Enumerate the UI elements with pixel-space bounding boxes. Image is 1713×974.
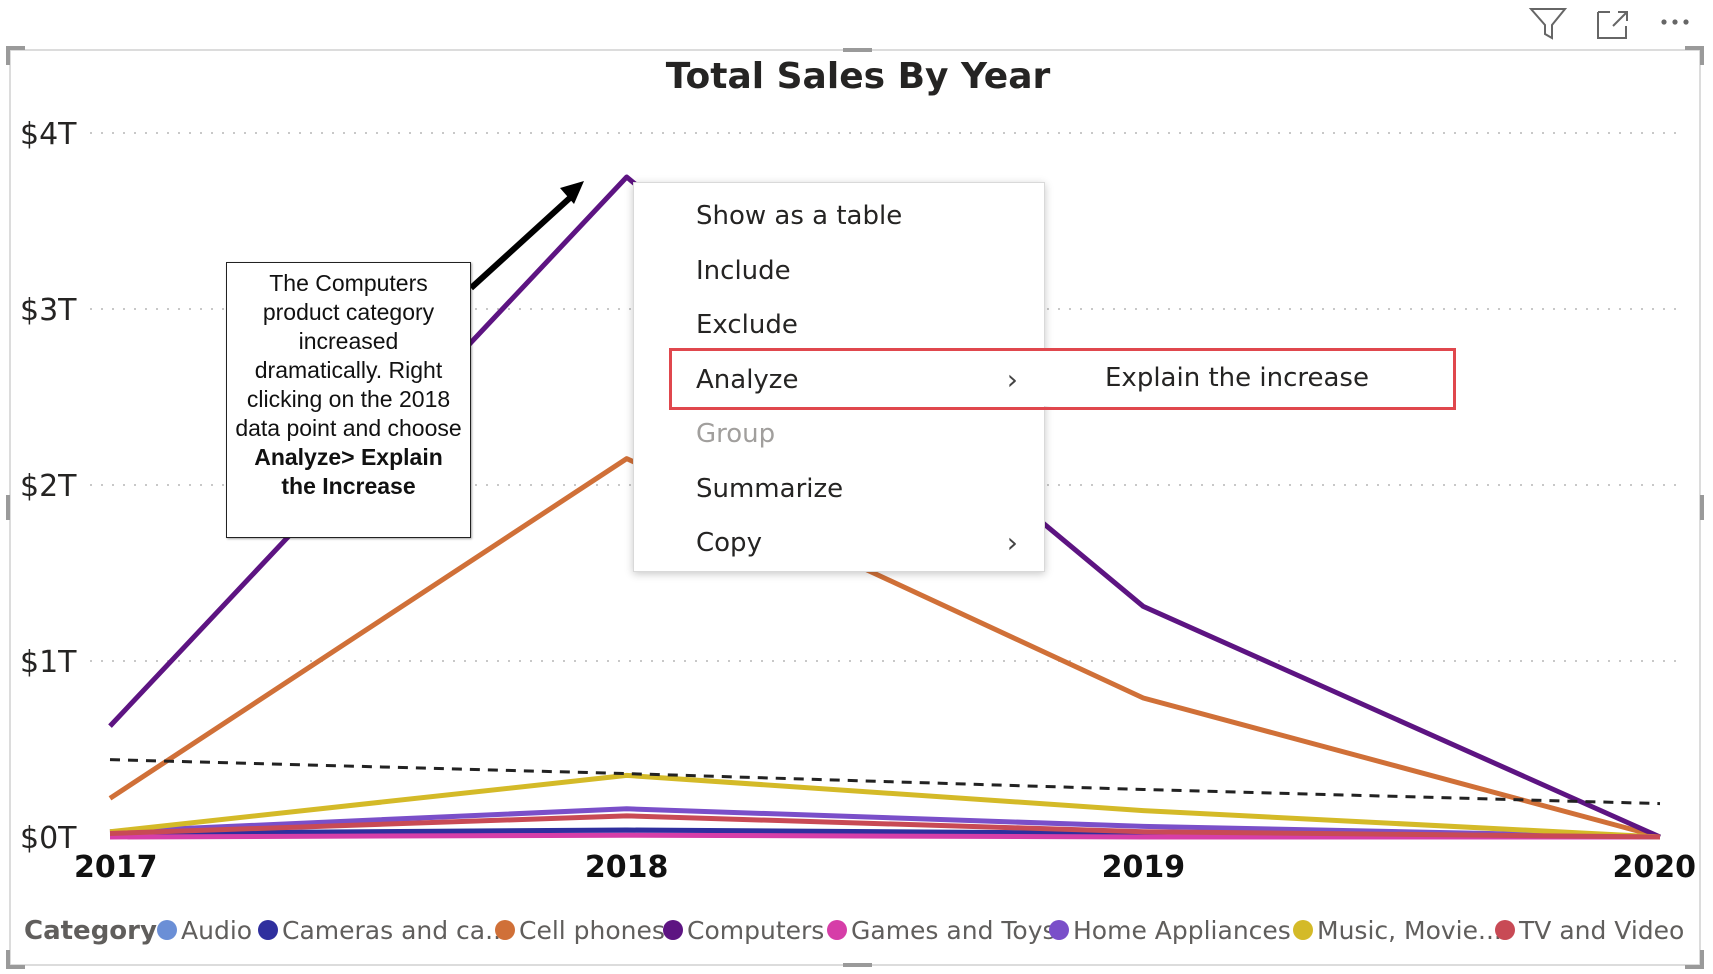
legend-item[interactable]: Home Appliances: [1073, 916, 1291, 945]
explain-increase-item[interactable]: Explain the increase: [1105, 363, 1369, 393]
menu-item-label: Exclude: [696, 310, 798, 340]
legend-item[interactable]: Games and Toys: [851, 916, 1056, 945]
menu-item-include[interactable]: Include: [634, 246, 1044, 296]
legend-item[interactable]: Audio: [181, 916, 252, 945]
legend-title: Category: [24, 916, 157, 946]
x-tick-label: 2020: [1613, 850, 1697, 885]
chevron-right-icon: ›: [1006, 526, 1018, 559]
annotation-arrow: [468, 181, 584, 291]
chart-title: Total Sales By Year: [666, 56, 1051, 97]
y-tick-label: $0T: [20, 821, 77, 856]
menu-item-analyze[interactable]: Analyze ›: [634, 355, 1044, 405]
legend-marker: [1049, 920, 1069, 940]
focus-mode-icon[interactable]: [1597, 11, 1628, 39]
menu-item-label: Include: [696, 255, 791, 286]
legend-marker: [1495, 920, 1515, 940]
legend-marker: [827, 920, 847, 940]
menu-item-label: Summarize: [696, 473, 844, 504]
menu-item-label: Group: [696, 419, 776, 449]
callout-bold-text: Analyze> Explain the Increase: [254, 444, 443, 499]
resize-handles: [6, 46, 1704, 969]
legend: Category Audio Cameras and ca... Cell phone…: [24, 916, 1684, 946]
menu-item-label: Show as a table: [696, 201, 903, 231]
trend-line-path: [109, 758, 1661, 806]
menu-item-copy[interactable]: Copy ›: [634, 518, 1044, 568]
legend-item[interactable]: Music, Movie...: [1317, 916, 1502, 945]
series-line-cell-phones[interactable]: [108, 456, 1661, 840]
legend-item[interactable]: TV and Video: [1518, 916, 1684, 945]
menu-item-group: Group: [634, 409, 1044, 459]
menu-item-label: Copy: [696, 528, 762, 558]
filter-icon[interactable]: [1528, 8, 1568, 40]
menu-item-summarize[interactable]: Summarize: [634, 464, 1044, 514]
series-line-tv-and-video[interactable]: [109, 813, 1661, 840]
menu-item-show-as-a-table[interactable]: Show as a table: [634, 191, 1044, 241]
legend-marker: [157, 920, 177, 940]
more-options-icon[interactable]: [1661, 19, 1689, 25]
chevron-right-icon: ›: [1006, 362, 1018, 396]
series-line-music-movie[interactable]: [109, 772, 1661, 840]
legend-item[interactable]: Computers: [687, 916, 824, 945]
y-tick-label: $1T: [20, 645, 77, 680]
context-menu: Show as a table Include Exclude Analyze › Gro…: [633, 182, 1045, 572]
legend-marker: [1293, 920, 1313, 940]
legend-marker: [258, 920, 278, 940]
x-tick-label: 2017: [74, 850, 158, 885]
analyze-submenu: Explain the increase: [1043, 350, 1453, 406]
y-tick-label: $3T: [20, 293, 77, 328]
x-tick-label: 2019: [1102, 850, 1186, 885]
series-line-home-appliances[interactable]: [109, 806, 1661, 840]
menu-item-label: Analyze: [696, 364, 799, 395]
legend-marker: [663, 920, 683, 940]
legend-item[interactable]: Cell phones: [519, 916, 665, 945]
legend-marker: [495, 920, 515, 940]
menu-item-exclude[interactable]: Exclude: [634, 300, 1044, 350]
x-tick-label: 2018: [585, 850, 669, 885]
y-tick-label: $2T: [20, 469, 77, 504]
y-axis: $0T $1T $2T $3T $4T: [20, 117, 77, 856]
callout-text: The Computers product category increased…: [235, 270, 462, 441]
annotation-callout: The Computers product category increased…: [226, 262, 471, 538]
legend-item[interactable]: Cameras and ca...: [282, 916, 509, 945]
series-line-games-and-toys[interactable]: [109, 832, 1660, 840]
x-axis: 2017 2018 2019 2020: [74, 850, 1696, 885]
y-tick-label: $4T: [20, 117, 77, 152]
trend-line: [109, 758, 1661, 806]
